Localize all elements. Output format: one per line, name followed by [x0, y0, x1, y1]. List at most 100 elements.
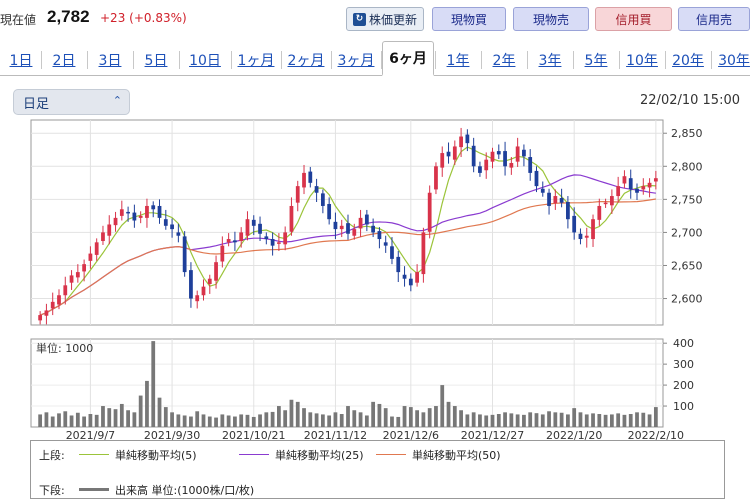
tab-separator — [133, 51, 134, 69]
tab-1[interactable]: 2日 — [52, 53, 76, 69]
tab-separator — [711, 51, 712, 69]
volume-bar — [75, 412, 80, 427]
tab-13[interactable]: 10年 — [626, 53, 658, 69]
buy-margin-button[interactable]: 信用買 — [595, 7, 672, 31]
candle-body — [119, 209, 124, 216]
volume-bar — [88, 414, 93, 427]
candle-body — [283, 232, 288, 245]
volume-bar — [534, 413, 539, 427]
tab-8[interactable]: 6ヶ月 — [382, 41, 434, 76]
quote-toolbar: 現在値 2,782 +23 (+0.83%) ↻ 株価更新 現物買 現物売 信用… — [0, 0, 750, 38]
candle-body — [628, 178, 633, 190]
tab-15[interactable]: 30年 — [718, 53, 750, 69]
candle-body — [421, 232, 426, 275]
candle-body — [459, 136, 463, 148]
legend-ma50-swatch — [376, 454, 406, 455]
tab-7[interactable]: 3ヶ月 — [337, 53, 375, 69]
candle-body — [496, 151, 501, 155]
candle-body — [465, 134, 470, 144]
tab-separator — [381, 51, 382, 69]
price-axis: 2,850 2,800 2,750 2,700 2,650 2,600 — [663, 127, 703, 306]
candle-body — [63, 285, 68, 296]
candle-body — [440, 153, 445, 168]
refresh-price-button[interactable]: ↻ 株価更新 — [346, 7, 424, 31]
candle-body — [364, 214, 369, 225]
candle-body — [88, 253, 93, 261]
volume-bar — [339, 414, 344, 427]
price-change: +23 (+0.83%) — [100, 11, 187, 25]
volume-bar — [597, 414, 602, 427]
candle-body — [289, 205, 294, 232]
candle-body — [647, 182, 652, 188]
tab-2[interactable]: 3日 — [98, 53, 122, 69]
candle-body — [415, 272, 419, 283]
volume-bar — [113, 409, 118, 427]
volume-bar — [471, 412, 476, 427]
tab-5[interactable]: 1ヶ月 — [237, 53, 275, 69]
candle-body — [270, 239, 275, 246]
candle-body — [44, 310, 49, 316]
volume-bar — [277, 406, 281, 427]
chevron-updown-icon: ⌃ — [112, 94, 122, 107]
tab-14[interactable]: 20年 — [672, 53, 704, 69]
volume-bar — [396, 416, 401, 427]
buy-spot-button[interactable]: 現物買 — [432, 7, 506, 31]
tab-12[interactable]: 5年 — [584, 53, 608, 69]
sell-margin-button[interactable]: 信用売 — [678, 7, 750, 31]
sell-spot-button[interactable]: 現物売 — [513, 7, 589, 31]
candle-body — [189, 270, 193, 299]
volume-bar — [603, 414, 608, 427]
candle-body — [308, 171, 313, 183]
chart-legend: 上段: 単純移動平均(5) 単純移動平均(25) 単純移動平均(50) 下段: … — [30, 440, 725, 499]
volume-bar — [170, 412, 174, 427]
volume-bar — [126, 410, 130, 427]
ma-line-50 — [39, 198, 656, 316]
candle-body — [597, 205, 602, 220]
tab-4[interactable]: 10日 — [189, 53, 221, 69]
volume-bars — [38, 341, 658, 427]
volume-bar — [182, 415, 187, 427]
volume-bar — [258, 414, 262, 427]
volume-bar — [465, 414, 470, 427]
volume-bar — [195, 411, 200, 427]
candle-body — [132, 212, 137, 221]
candle-body — [566, 202, 570, 220]
tab-11[interactable]: 3年 — [538, 53, 562, 69]
volume-bar — [233, 416, 237, 427]
tab-0[interactable]: 1日 — [9, 53, 33, 69]
candle-body — [277, 242, 281, 244]
candle-body — [233, 240, 237, 243]
chart-interval-value: 日足 — [23, 96, 50, 112]
price-tick-label: 2,600 — [671, 293, 703, 306]
date-axis: 2021/9/7 2021/9/30 2021/10/21 2021/11/12 202… — [66, 429, 684, 442]
candle-body — [251, 219, 256, 226]
candle-body — [220, 245, 225, 262]
volume-bar — [390, 416, 394, 427]
period-tabs: 1日 2日 3日 5日 10日 1ヶ月 2ヶ月 3ヶ月 6ヶ月 1年 2年 3年 5年 10年 20年 30年 — [0, 41, 750, 76]
candle-body — [484, 159, 489, 171]
tab-separator — [527, 51, 528, 69]
candle-body — [434, 166, 438, 190]
volume-bar — [484, 415, 489, 427]
chart-interval-select[interactable]: 日足 ⌃ — [13, 89, 130, 115]
tab-9[interactable]: 1年 — [446, 53, 470, 69]
price-tick-label: 2,650 — [671, 259, 703, 272]
volume-bar — [38, 414, 43, 427]
candle-body — [107, 224, 112, 236]
candle-body — [534, 170, 539, 187]
volume-bar — [308, 412, 313, 427]
candle-body — [622, 176, 627, 184]
current-price: 2,782 — [47, 7, 90, 26]
legend-ma5-swatch — [79, 454, 109, 455]
tab-10[interactable]: 2年 — [492, 53, 516, 69]
candle-body — [320, 193, 325, 206]
volume-bar — [566, 414, 570, 427]
tab-3[interactable]: 5日 — [144, 53, 168, 69]
candle-body — [641, 186, 646, 190]
candle-body — [540, 188, 545, 193]
tab-6[interactable]: 2ヶ月 — [287, 53, 325, 69]
price-tick-label: 2,750 — [671, 193, 703, 206]
volume-bar — [346, 406, 350, 427]
tab-separator — [231, 51, 232, 69]
candle-body — [94, 242, 99, 255]
